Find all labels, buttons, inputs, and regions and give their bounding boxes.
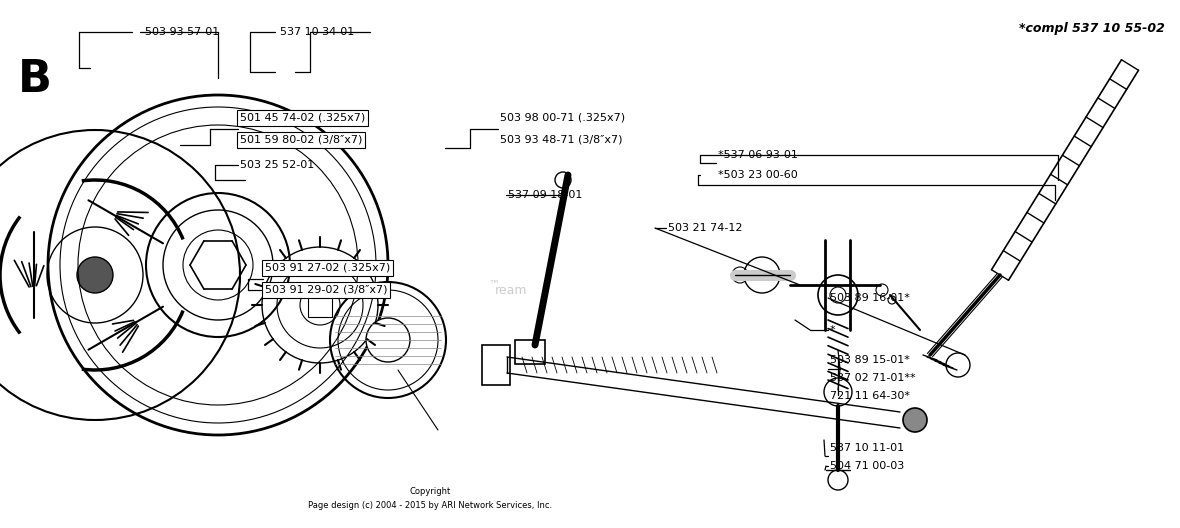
Text: 503 25 52-01: 503 25 52-01	[240, 160, 314, 170]
Text: *compl 537 10 55-02: *compl 537 10 55-02	[1020, 22, 1165, 35]
Circle shape	[366, 318, 409, 362]
Text: 503 98 00-71 (.325x7): 503 98 00-71 (.325x7)	[500, 113, 625, 123]
Text: ™: ™	[489, 280, 499, 290]
Text: 504 71 00-03: 504 71 00-03	[830, 461, 904, 471]
Text: 537 09 18-01: 537 09 18-01	[509, 190, 583, 200]
Text: 537 02 71-01**: 537 02 71-01**	[830, 373, 916, 383]
Text: 537 10 34-01: 537 10 34-01	[280, 27, 354, 37]
Text: 501 45 74-02 (.325x7): 501 45 74-02 (.325x7)	[240, 113, 366, 123]
Text: 537 10 11-01: 537 10 11-01	[830, 443, 904, 453]
Text: Copyright: Copyright	[409, 487, 451, 496]
Circle shape	[77, 257, 113, 293]
Text: 503 21 74-12: 503 21 74-12	[668, 223, 742, 233]
Text: 503 91 27-02 (.325x7): 503 91 27-02 (.325x7)	[266, 263, 391, 273]
Text: *537 06 93-01: *537 06 93-01	[717, 150, 798, 160]
Text: 501 59 80-02 (3/8″x7): 501 59 80-02 (3/8″x7)	[240, 135, 362, 145]
Text: 721 11 64-30*: 721 11 64-30*	[830, 391, 910, 401]
Bar	[481, 345, 510, 385]
Text: 503 89 16-01*: 503 89 16-01*	[830, 293, 910, 303]
Text: *503 23 00-60: *503 23 00-60	[717, 170, 798, 180]
Text: 503 93 48-71 (3/8″x7): 503 93 48-71 (3/8″x7)	[500, 135, 623, 145]
Circle shape	[903, 408, 927, 432]
Text: 503 91 29-02 (3/8″x7): 503 91 29-02 (3/8″x7)	[266, 285, 387, 295]
Text: *: *	[830, 325, 835, 335]
Text: 503 89 15-01*: 503 89 15-01*	[830, 355, 910, 365]
Text: ream: ream	[494, 284, 527, 297]
Bar	[514, 340, 545, 364]
Text: B: B	[18, 58, 52, 101]
Text: 503 93 57-01: 503 93 57-01	[145, 27, 219, 37]
Text: Page design (c) 2004 - 2015 by ARI Network Services, Inc.: Page design (c) 2004 - 2015 by ARI Netwo…	[308, 501, 552, 510]
